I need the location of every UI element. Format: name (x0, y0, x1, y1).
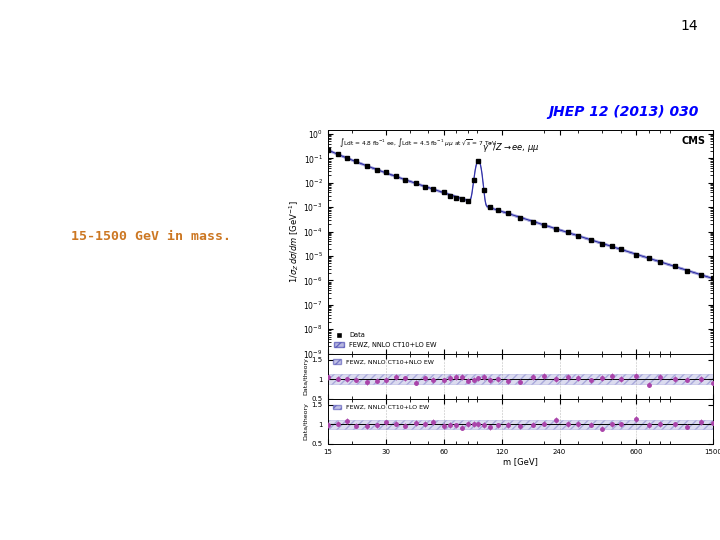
Legend: FEWZ, NNLO CT10+LO EW: FEWZ, NNLO CT10+LO EW (330, 402, 431, 413)
Text: •: • (25, 167, 33, 180)
Text: each other and with the: each other and with the (45, 380, 230, 393)
Text: ee, μμ in agreement with: ee, μμ in agreement with (45, 349, 238, 362)
Text: at 7 TeV!: at 7 TeV! (45, 305, 117, 318)
Y-axis label: $1/\sigma_Z\,d\sigma/dm$ [GeV$^{-1}$]: $1/\sigma_Z\,d\sigma/dm$ [GeV$^{-1}$] (287, 200, 300, 283)
Text: 1M events/fb/experiment: 1M events/fb/experiment (45, 274, 230, 287)
Y-axis label: Data/theory: Data/theory (304, 357, 309, 395)
Y-axis label: Data/theory: Data/theory (304, 402, 309, 441)
Text: $\gamma^*/Z \to ee,\,\mu\mu$: $\gamma^*/Z \to ee,\,\mu\mu$ (482, 141, 539, 155)
Text: Standard Model: Standard Model (45, 411, 158, 424)
Legend: FEWZ, NNLO CT10+NLO EW: FEWZ, NNLO CT10+NLO EW (330, 357, 436, 367)
Text: JHEP 12 (2013) 030: JHEP 12 (2013) 030 (548, 105, 698, 119)
Text: Drell-Yan Cross Section at LHC (7 Te.V): Drell-Yan Cross Section at LHC (7 Te.V) (14, 30, 720, 68)
Text: mass measured at 7 TeV,: mass measured at 7 TeV, (45, 199, 230, 212)
Text: •: • (25, 349, 33, 362)
Text: Cross section vs. dilepton: Cross section vs. dilepton (45, 167, 253, 180)
Text: from: from (45, 230, 86, 243)
Text: 15-1500 GeV in mass.: 15-1500 GeV in mass. (71, 230, 230, 243)
Text: •: • (25, 274, 33, 287)
Text: CMS: CMS (681, 136, 705, 146)
X-axis label: m [GeV]: m [GeV] (503, 457, 538, 467)
Text: 14: 14 (681, 19, 698, 33)
Text: $\int$Ldt = 4.8 fb$^{-1}$ ee, $\int$Ldt = 4.5 fb$^{-1}$ $\mu\mu$ at $\sqrt{s}$ =: $\int$Ldt = 4.8 fb$^{-1}$ ee, $\int$Ldt … (339, 136, 498, 149)
Legend: Data, FEWZ, NNLO CT10+LO EW: Data, FEWZ, NNLO CT10+LO EW (331, 330, 439, 350)
